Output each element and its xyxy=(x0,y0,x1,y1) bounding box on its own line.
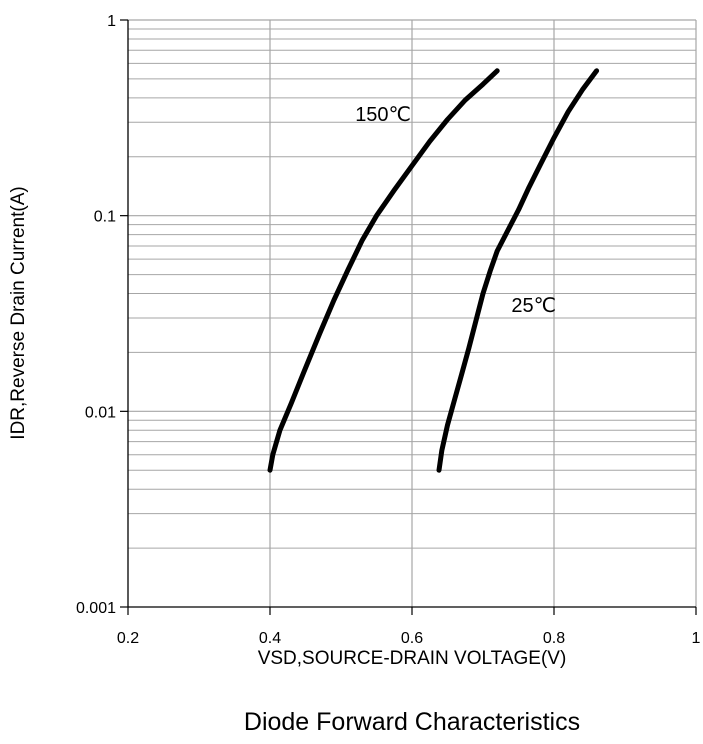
x-tick-label: 0.8 xyxy=(543,630,565,647)
y-axis-title: IDR,Reverse Drain Current(A) xyxy=(8,186,29,439)
x-tick-label: 0.4 xyxy=(259,630,281,647)
x-tick-label: 0.2 xyxy=(117,630,139,647)
major-gridlines xyxy=(128,19,697,607)
y-tick-label: 0.1 xyxy=(94,209,116,226)
x-tick-label: 0.6 xyxy=(401,630,423,647)
tick-labels: 0.001 0.01 0.1 1 0.2 0.4 0.6 0.8 1 xyxy=(76,13,701,647)
y-tick-label: 0.001 xyxy=(76,600,116,617)
series-label-1: 25℃ xyxy=(511,295,556,317)
series-labels: 150℃ 25℃ xyxy=(355,104,556,317)
y-tick-label: 0.01 xyxy=(85,404,116,421)
series-label-0: 150℃ xyxy=(355,104,411,126)
series-line-1 xyxy=(436,68,600,473)
x-tick-label: 1 xyxy=(692,630,701,647)
series-lines xyxy=(267,68,600,473)
x-axis-title: VSD,SOURCE-DRAIN VOLTAGE(V) xyxy=(258,648,567,669)
chart-title: Diode Forward Characteristics xyxy=(244,708,580,736)
axes xyxy=(120,19,697,615)
y-tick-label: 1 xyxy=(107,13,116,30)
series-line-0 xyxy=(267,68,500,473)
